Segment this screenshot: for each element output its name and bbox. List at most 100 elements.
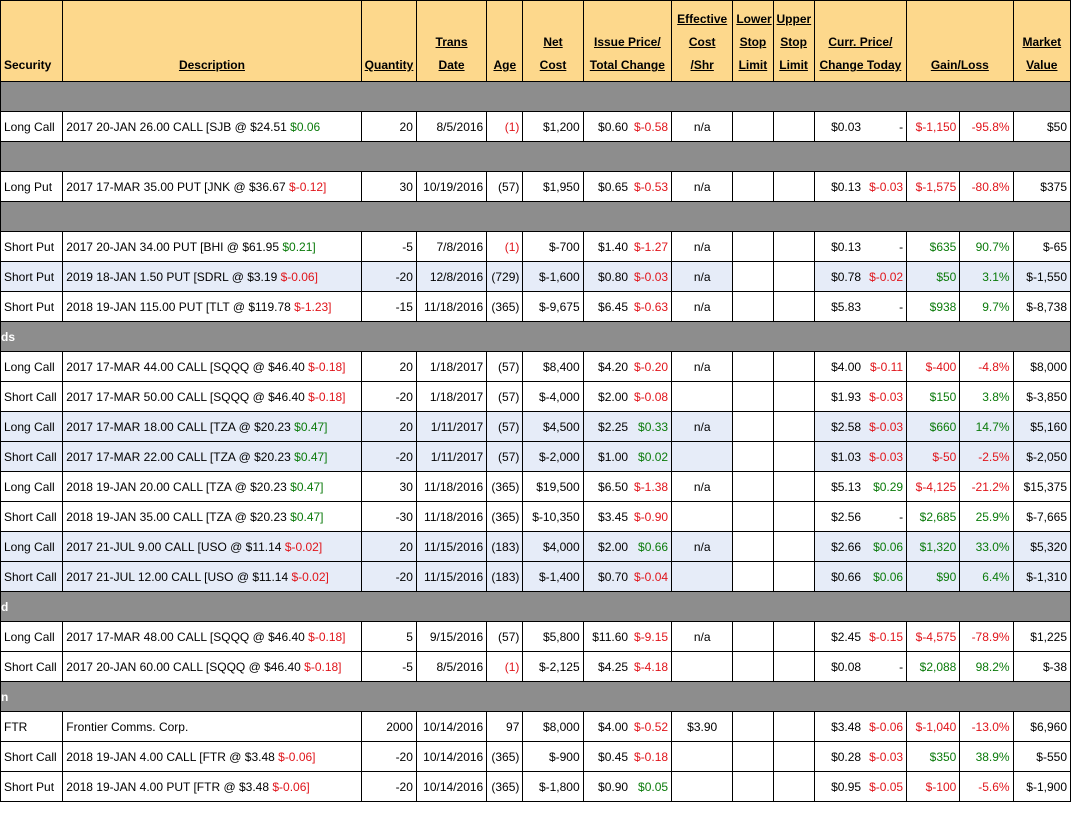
cell-upper-stop[interactable] <box>772 261 815 292</box>
cell-effective-cost: $3.90 <box>671 711 734 742</box>
cell-curr-price: $3.48 $-0.06 <box>813 711 908 742</box>
cell-upper-stop[interactable] <box>772 171 815 202</box>
cell-gain-loss-pct: 3.8% <box>959 381 1014 412</box>
description-text: 2018 19-JAN 115.00 PUT [TLT @ $119.78 <box>66 299 295 314</box>
cell-security: Short Put <box>0 771 64 802</box>
table-row[interactable]: Short Call 2018 19-JAN 4.00 CALL [FTR @ $… <box>0 741 1071 772</box>
issue-price: $0.80 <box>598 269 629 284</box>
cell-market-value: $-8,738 <box>1012 291 1071 322</box>
table-row[interactable]: Long Call 2017 17-MAR 18.00 CALL [TZA @ $… <box>0 411 1071 442</box>
description-change: $-0.18] <box>304 659 342 674</box>
cell-upper-stop[interactable] <box>772 621 815 652</box>
section-header: d <box>0 591 1071 622</box>
cell-upper-stop[interactable] <box>772 351 815 382</box>
table-row[interactable]: Long Call 2017 17-MAR 48.00 CALL [SQQQ @ … <box>0 621 1071 652</box>
cell-gain-loss-pct: -95.8% <box>959 111 1014 142</box>
table-row[interactable]: Short Call 2017 17-MAR 50.00 CALL [SQQQ @… <box>0 381 1071 412</box>
table-row[interactable]: Short Put 2018 19-JAN 4.00 PUT [FTR @ $3.… <box>0 771 1071 802</box>
cell-upper-stop[interactable] <box>772 561 815 592</box>
header-curr-price[interactable]: Curr. Price/Change Today <box>813 0 908 82</box>
cell-upper-stop[interactable] <box>772 741 815 772</box>
cell-market-value: $50 <box>1012 111 1071 142</box>
cell-lower-stop[interactable] <box>732 351 774 382</box>
cell-upper-stop[interactable] <box>772 651 815 682</box>
cell-effective-cost <box>671 381 734 412</box>
header-issue-price[interactable]: Issue Price/Total Change <box>582 0 673 82</box>
cell-upper-stop[interactable] <box>772 531 815 562</box>
description-text: 2017 17-MAR 22.00 CALL [TZA @ $20.23 <box>66 449 295 464</box>
cell-lower-stop[interactable] <box>732 441 774 472</box>
header-lower-stop[interactable]: Lower Stop Limit <box>732 0 774 82</box>
header-security[interactable]: Security <box>0 0 64 82</box>
cell-lower-stop[interactable] <box>732 381 774 412</box>
cell-lower-stop[interactable] <box>732 231 774 262</box>
cell-description: 2018 19-JAN 4.00 PUT [FTR @ $3.48 $-0.06… <box>62 771 362 802</box>
cell-upper-stop[interactable] <box>772 411 815 442</box>
header-description[interactable]: Description <box>62 0 362 82</box>
table-row[interactable]: Short Put 2018 19-JAN 115.00 PUT [TLT @ $… <box>0 291 1071 322</box>
cell-age: (57) <box>486 381 524 412</box>
cell-quantity: -20 <box>360 261 417 292</box>
cell-upper-stop[interactable] <box>772 441 815 472</box>
table-row[interactable]: Short Call 2017 17-MAR 22.00 CALL [TZA @ … <box>0 441 1071 472</box>
header-net-cost[interactable]: Net Cost <box>522 0 584 82</box>
change-today: $-0.03 <box>869 389 904 404</box>
header-upper-stop[interactable]: Upper Stop Limit <box>772 0 815 82</box>
header-market-value[interactable]: Market Value <box>1012 0 1071 82</box>
table-row[interactable]: Short Call 2018 19-JAN 35.00 CALL [TZA @ … <box>0 501 1071 532</box>
table-row[interactable]: Long Call 2017 20-JAN 26.00 CALL [SJB @ $… <box>0 111 1071 142</box>
header-quantity[interactable]: Quantity <box>360 0 417 82</box>
cell-lower-stop[interactable] <box>732 411 774 442</box>
cell-lower-stop[interactable] <box>732 561 774 592</box>
description-change: $-0.18] <box>308 629 346 644</box>
header-gain-loss[interactable]: Gain/Loss <box>906 0 1014 82</box>
cell-net-cost: $1,950 <box>522 171 584 202</box>
cell-effective-cost: n/a <box>671 471 734 502</box>
header-age[interactable]: Age <box>486 0 524 82</box>
header-effective-cost[interactable]: Effective Cost/Shr <box>671 0 734 82</box>
cell-trans-date: 11/18/2016 <box>415 501 488 532</box>
description-text: 2017 17-MAR 44.00 CALL [SQQQ @ $46.40 <box>66 359 309 374</box>
header-trans-date[interactable]: Trans Date <box>415 0 488 82</box>
cell-lower-stop[interactable] <box>732 771 774 802</box>
cell-upper-stop[interactable] <box>772 111 815 142</box>
cell-age: (183) <box>486 561 524 592</box>
cell-upper-stop[interactable] <box>772 471 815 502</box>
cell-lower-stop[interactable] <box>732 171 774 202</box>
table-row[interactable]: Short Put 2019 18-JAN 1.50 PUT [SDRL @ $3… <box>0 261 1071 292</box>
cell-upper-stop[interactable] <box>772 381 815 412</box>
table-row[interactable]: Long Call 2018 19-JAN 20.00 CALL [TZA @ $… <box>0 471 1071 502</box>
cell-upper-stop[interactable] <box>772 291 815 322</box>
cell-lower-stop[interactable] <box>732 291 774 322</box>
table-row[interactable]: Short Call 2017 20-JAN 60.00 CALL [SQQQ @… <box>0 651 1071 682</box>
cell-lower-stop[interactable] <box>732 111 774 142</box>
cell-effective-cost <box>671 501 734 532</box>
cell-curr-price: $2.56 - <box>813 501 908 532</box>
table-row[interactable]: FTR Frontier Comms. Corp. 2000 10/14/2016 97… <box>0 711 1071 742</box>
cell-age: (365) <box>486 771 524 802</box>
table-row[interactable]: Short Call 2017 21-JUL 12.00 CALL [USO @ … <box>0 561 1071 592</box>
cell-market-value: $-1,310 <box>1012 561 1071 592</box>
cell-lower-stop[interactable] <box>732 531 774 562</box>
cell-upper-stop[interactable] <box>772 771 815 802</box>
cell-upper-stop[interactable] <box>772 711 815 742</box>
cell-lower-stop[interactable] <box>732 501 774 532</box>
cell-quantity: 30 <box>360 471 417 502</box>
cell-lower-stop[interactable] <box>732 651 774 682</box>
total-change: $-0.90 <box>634 509 669 524</box>
table-row[interactable]: Long Call 2017 21-JUL 9.00 CALL [USO @ $1… <box>0 531 1071 562</box>
table-row[interactable]: Long Put 2017 17-MAR 35.00 PUT [JNK @ $36… <box>0 171 1071 202</box>
section-label: n <box>0 681 1071 712</box>
cell-upper-stop[interactable] <box>772 231 815 262</box>
table-row[interactable]: Short Put 2017 20-JAN 34.00 PUT [BHI @ $6… <box>0 231 1071 262</box>
cell-lower-stop[interactable] <box>732 471 774 502</box>
total-change: $-0.18 <box>634 749 669 764</box>
cell-lower-stop[interactable] <box>732 741 774 772</box>
cell-lower-stop[interactable] <box>732 261 774 292</box>
cell-description: 2017 17-MAR 22.00 CALL [TZA @ $20.23 $0.… <box>62 441 362 472</box>
cell-trans-date: 9/15/2016 <box>415 621 488 652</box>
cell-lower-stop[interactable] <box>732 621 774 652</box>
cell-lower-stop[interactable] <box>732 711 774 742</box>
table-row[interactable]: Long Call 2017 17-MAR 44.00 CALL [SQQQ @ … <box>0 351 1071 382</box>
cell-upper-stop[interactable] <box>772 501 815 532</box>
